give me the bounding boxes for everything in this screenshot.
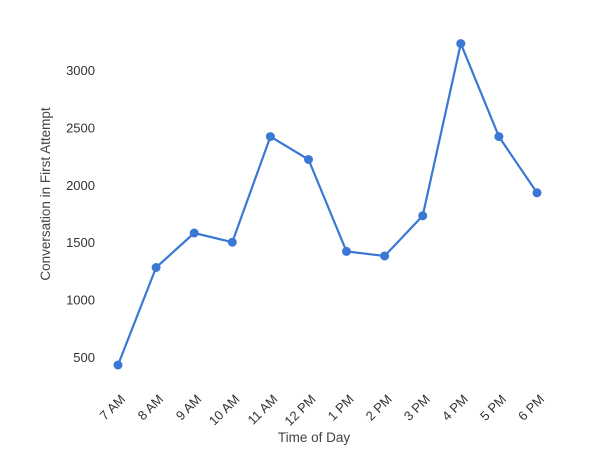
y-axis-title: Conversation in First Attempt	[38, 107, 53, 281]
data-point	[532, 188, 542, 198]
x-tick-label: 11 AM	[244, 392, 280, 428]
data-point	[189, 228, 199, 238]
x-tick-label: 2 PM	[363, 392, 395, 424]
y-tick-label: 500	[73, 350, 95, 365]
y-tick-label: 1000	[66, 293, 95, 308]
data-point	[342, 246, 351, 256]
data-point	[304, 155, 313, 164]
data-point	[456, 39, 466, 49]
y-axis-ticks: 500 1000 1500 2000 2500 3000	[66, 63, 95, 365]
data-point	[113, 360, 123, 370]
series-layer	[113, 39, 542, 370]
x-tick-label: 4 PM	[439, 392, 471, 424]
data-point	[418, 211, 428, 221]
x-tick-label: 1 PM	[325, 392, 357, 424]
y-tick-label: 1500	[66, 235, 95, 250]
data-point	[227, 237, 237, 247]
y-tick-label: 2500	[66, 120, 95, 135]
data-point	[265, 132, 275, 142]
x-axis-ticks: 7 AM 8 AM 9 AM 10 AM 11 AM 12 PM 1 PM 2 PM 3 PM 4…	[97, 392, 548, 429]
x-tick-label: 3 PM	[401, 392, 433, 424]
data-point	[494, 132, 504, 142]
y-tick-label: 3000	[66, 63, 95, 78]
series-line	[116, 42, 538, 366]
x-tick-label: 6 PM	[515, 392, 547, 424]
x-tick-label: 5 PM	[477, 392, 509, 424]
x-tick-label: 9 AM	[173, 392, 205, 424]
data-point	[151, 263, 161, 272]
x-tick-label: 8 AM	[135, 392, 167, 424]
x-tick-label: 7 AM	[97, 392, 129, 424]
x-axis-title: Time of Day	[278, 430, 351, 445]
y-tick-label: 2000	[66, 178, 95, 193]
x-tick-label: 10 AM	[206, 392, 243, 429]
data-point	[380, 251, 390, 261]
x-tick-label: 12 PM	[281, 392, 318, 429]
